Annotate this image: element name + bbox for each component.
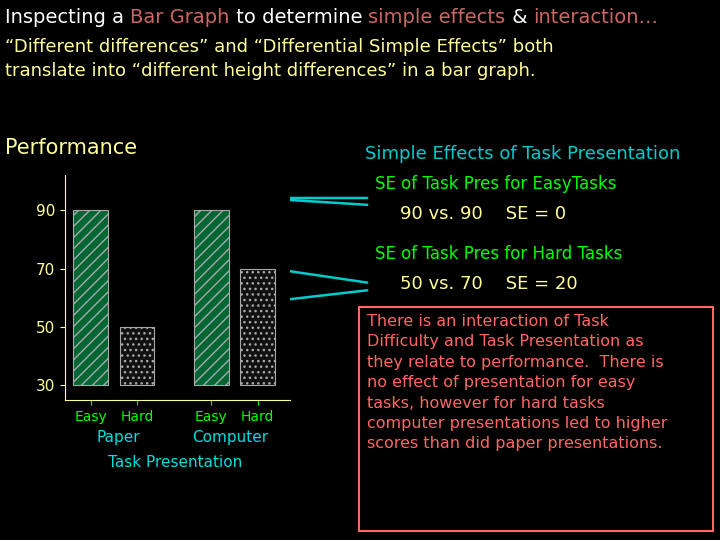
- Text: “Different differences” and “Differential Simple Effects” both
translate into “d: “Different differences” and “Differentia…: [5, 38, 554, 79]
- Text: 90 vs. 90    SE = 0: 90 vs. 90 SE = 0: [400, 205, 566, 223]
- Text: interaction…: interaction…: [534, 8, 658, 27]
- Text: Inspecting a: Inspecting a: [5, 8, 130, 27]
- Text: Performance: Performance: [5, 138, 137, 158]
- Text: &: &: [505, 8, 534, 27]
- Text: Computer: Computer: [192, 430, 268, 445]
- FancyBboxPatch shape: [359, 307, 713, 531]
- Text: Paper: Paper: [96, 430, 140, 445]
- Text: to determine: to determine: [230, 8, 369, 27]
- Text: Task Presentation: Task Presentation: [108, 455, 242, 470]
- Bar: [194, 210, 228, 386]
- Text: Bar Graph: Bar Graph: [130, 8, 230, 27]
- Text: simple effects: simple effects: [369, 8, 505, 27]
- Text: SE of Task Pres for EasyTasks: SE of Task Pres for EasyTasks: [375, 175, 616, 193]
- Text: SE of Task Pres for Hard Tasks: SE of Task Pres for Hard Tasks: [375, 245, 622, 263]
- Bar: [240, 268, 275, 386]
- Bar: [120, 327, 154, 386]
- Bar: [73, 210, 108, 386]
- Text: 50 vs. 70    SE = 20: 50 vs. 70 SE = 20: [400, 275, 577, 293]
- Text: There is an interaction of Task
Difficulty and Task Presentation as
they relate : There is an interaction of Task Difficul…: [367, 314, 667, 451]
- Text: Simple Effects of Task Presentation: Simple Effects of Task Presentation: [365, 145, 680, 163]
